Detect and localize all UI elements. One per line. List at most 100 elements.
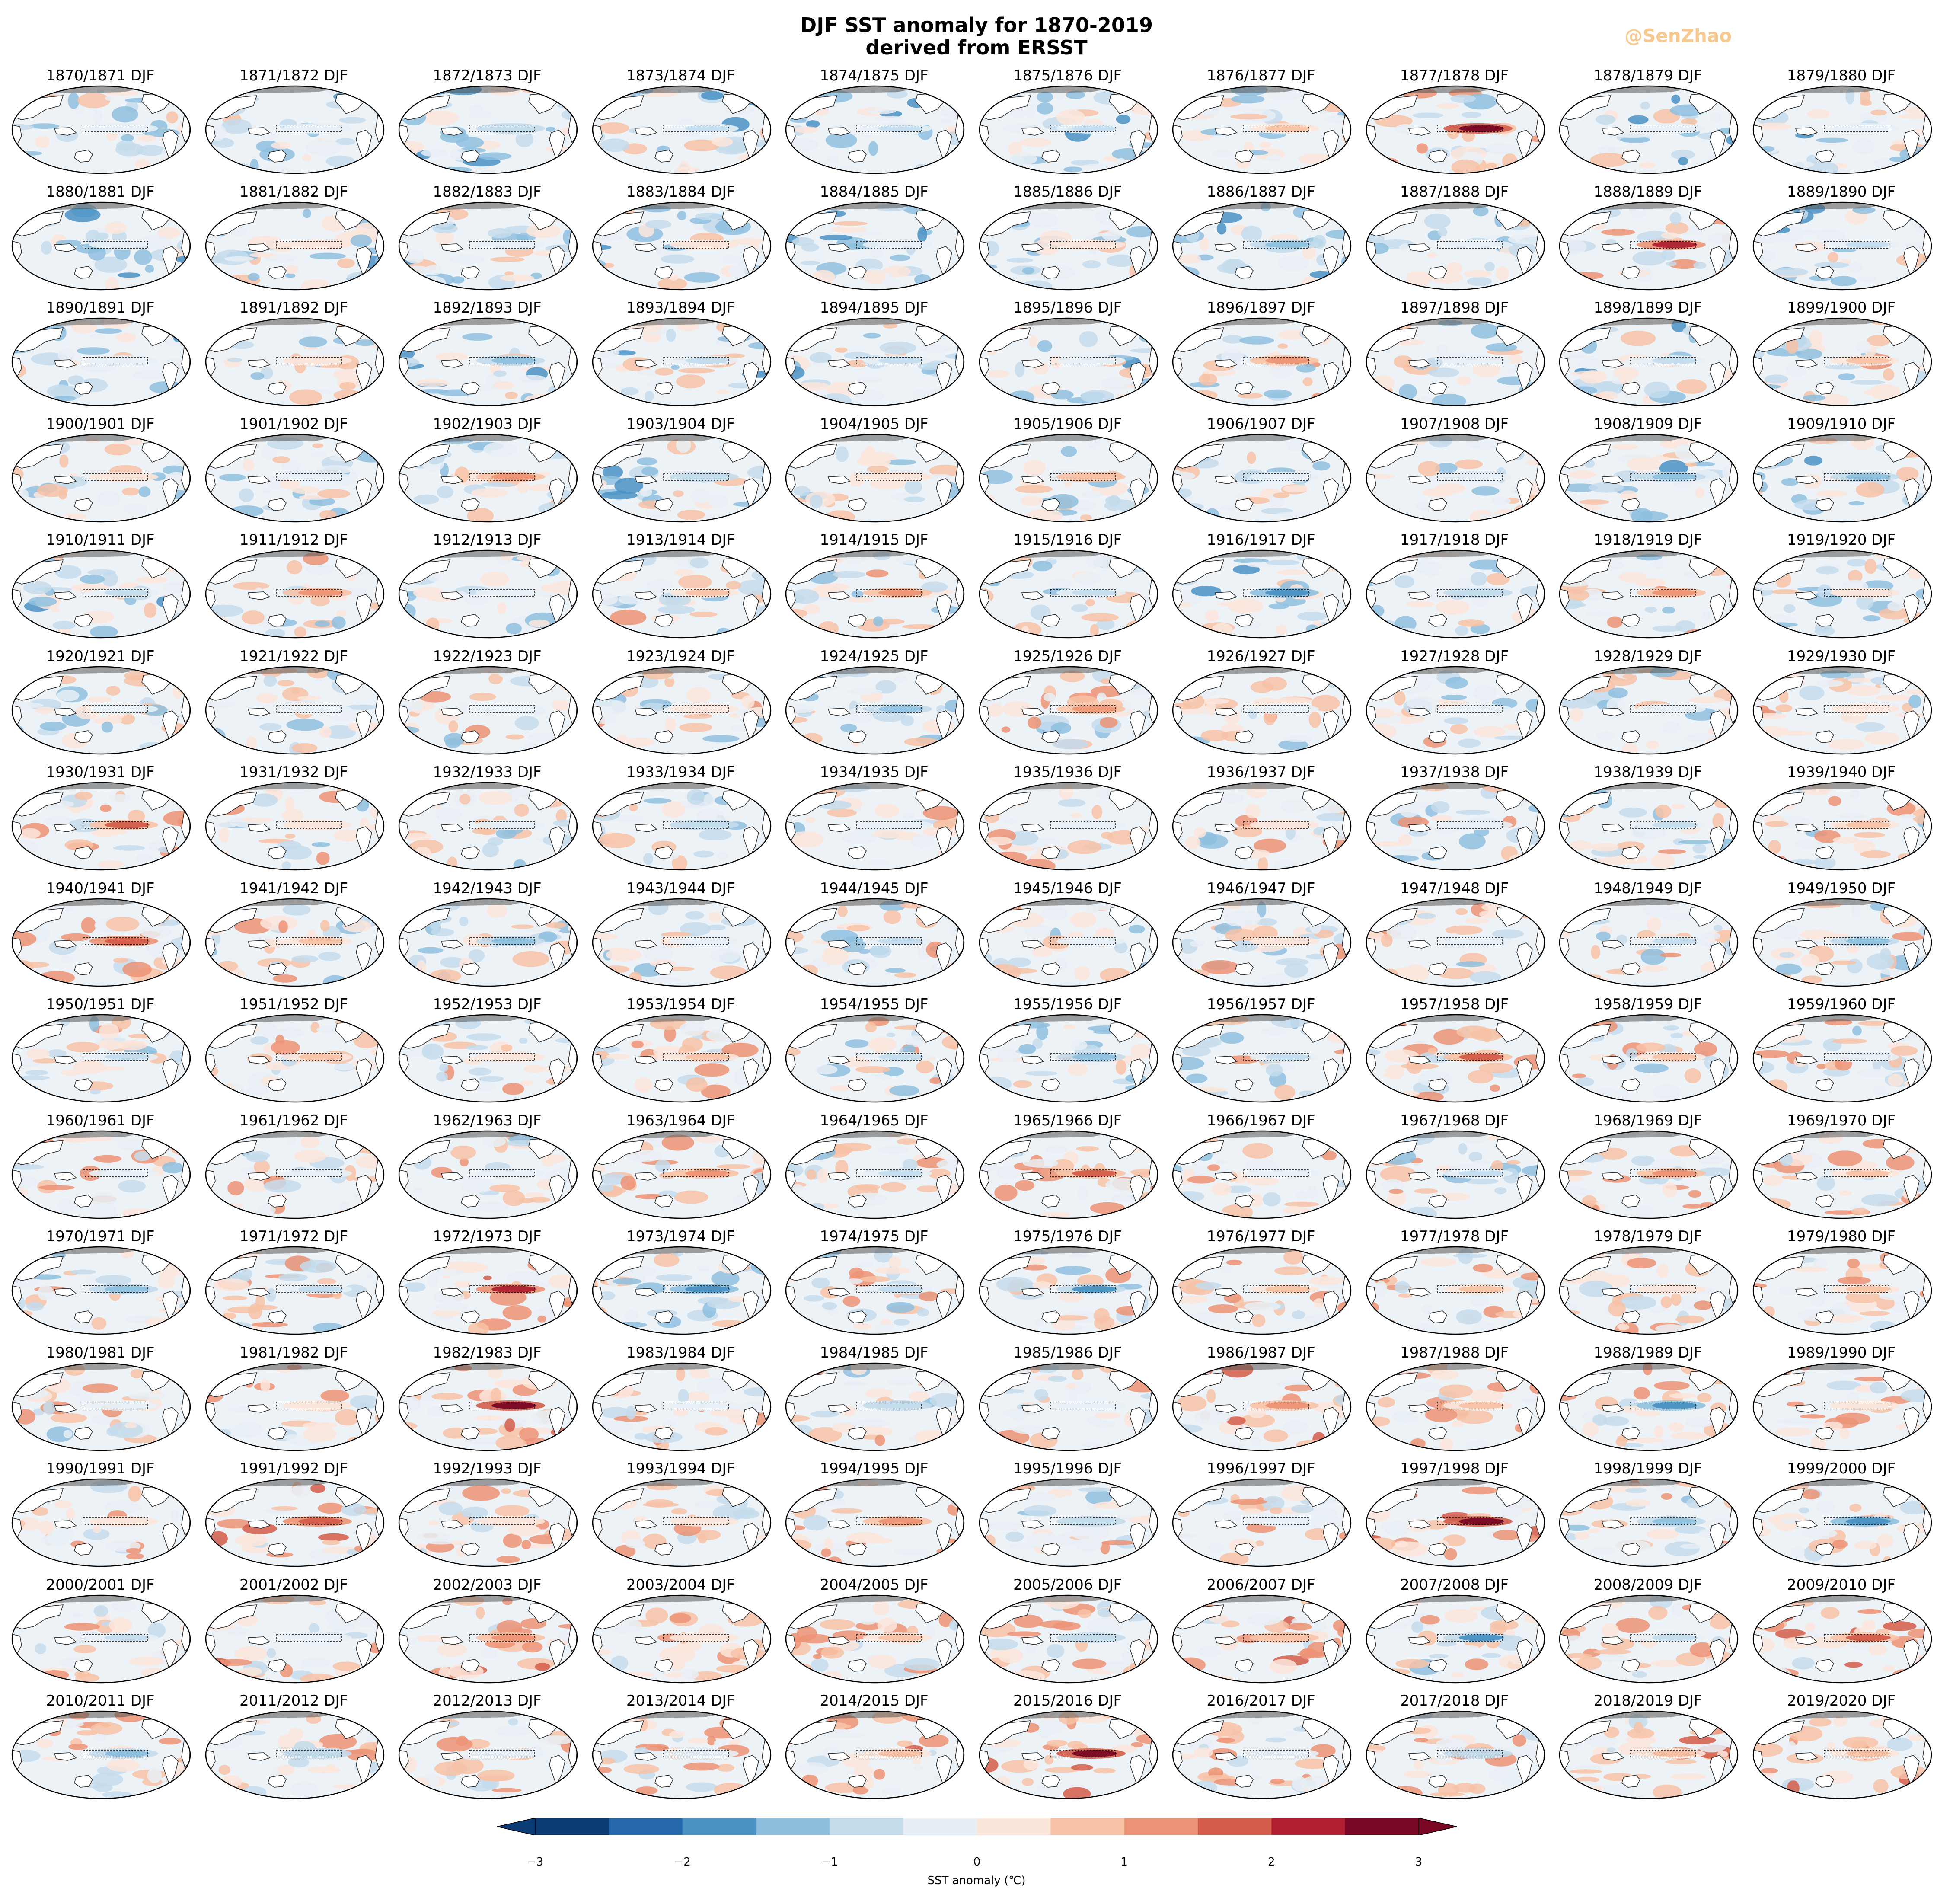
map-panel-title: 1915/1916 DJF [1013,531,1122,549]
map-panel-title: 1969/1970 DJF [1787,1112,1896,1129]
map-panel: 1963/1964 DJF [584,1112,778,1228]
map-panel-title: 1980/1981 DJF [46,1344,155,1361]
map-panel-title: 2013/2014 DJF [626,1692,735,1709]
sst-anomaly-map [1752,1014,1932,1103]
map-panel-title: 1907/1908 DJF [1400,415,1509,433]
map-panel-title: 1878/1879 DJF [1593,67,1702,84]
map-panel: 1972/1973 DJF [390,1228,584,1344]
map-panel-title: 1940/1941 DJF [46,879,155,897]
map-panel: 1890/1891 DJF [3,299,197,415]
map-panel: 1947/1948 DJF [1358,880,1551,996]
map-panel: 1876/1877 DJF [1164,67,1358,183]
sst-anomaly-map [592,434,771,522]
map-panel: 2003/2004 DJF [584,1576,778,1692]
map-panel-title: 1887/1888 DJF [1400,183,1509,201]
map-panel-title: 1883/1884 DJF [626,183,735,201]
map-panel-title: 1995/1996 DJF [1013,1460,1122,1477]
colorbar-tick-label: 1 [1120,1856,1128,1869]
map-panel: 2018/2019 DJF [1551,1692,1745,1808]
map-panel-title: 1914/1915 DJF [820,531,929,549]
map-panel-title: 2007/2008 DJF [1400,1576,1509,1594]
map-panel-title: 1967/1968 DJF [1400,1112,1509,1129]
map-panel: 1992/1993 DJF [390,1460,584,1576]
map-panel-title: 1926/1927 DJF [1206,647,1315,665]
map-panel-title: 1922/1923 DJF [433,647,542,665]
colorbar-tick-label: −1 [821,1856,838,1869]
map-panel: 2017/2018 DJF [1358,1692,1551,1808]
map-panel-title: 1965/1966 DJF [1013,1112,1122,1129]
colorbar-tick-label: 3 [1415,1856,1423,1869]
map-panel-title: 1974/1975 DJF [820,1228,929,1245]
map-panel-title: 1949/1950 DJF [1787,879,1896,897]
colorbar-tick-label: −3 [527,1856,544,1869]
colorbar-tick-label: 2 [1268,1856,1275,1869]
map-panel-title: 1879/1880 DJF [1787,67,1896,84]
map-panel-title: 1892/1893 DJF [433,299,542,316]
sst-anomaly-map [398,1594,578,1683]
map-panel-title: 1905/1906 DJF [1013,415,1122,433]
sst-anomaly-map [979,201,1158,290]
map-panel-title: 1988/1989 DJF [1593,1344,1702,1361]
sst-anomaly-map [205,85,384,174]
map-panel-title: 1973/1974 DJF [626,1228,735,1245]
map-panel: 2002/2003 DJF [390,1576,584,1692]
map-panel: 1931/1932 DJF [197,764,391,879]
map-panel: 2005/2006 DJF [971,1576,1165,1692]
map-panel-title: 1890/1891 DJF [46,299,155,316]
map-panel: 1902/1903 DJF [390,415,584,531]
sst-anomaly-map [1172,898,1352,987]
sst-anomaly-map [11,782,191,871]
map-panel-title: 1937/1938 DJF [1400,764,1509,781]
map-panel: 1985/1986 DJF [971,1344,1165,1460]
map-panel-title: 1913/1914 DJF [626,531,735,549]
map-panel-title: 1903/1904 DJF [626,415,735,433]
map-panel-title: 2001/2002 DJF [239,1576,348,1594]
sst-anomaly-map [592,1594,771,1683]
map-panel: 1879/1880 DJF [1745,67,1938,183]
map-panel-title: 1942/1943 DJF [433,879,542,897]
sst-anomaly-map [1366,549,1545,639]
sst-anomaly-map [1172,1594,1352,1683]
sst-anomaly-map [785,898,965,987]
map-panel-title: 1982/1983 DJF [433,1344,542,1361]
map-panel: 1920/1921 DJF [3,648,197,764]
sst-anomaly-map [205,1710,384,1799]
colorbar-segment [977,1818,1051,1835]
sst-anomaly-map [1366,1130,1545,1219]
sst-anomaly-map [1366,434,1545,522]
sst-anomaly-map [1172,782,1352,871]
map-panel: 1954/1955 DJF [777,996,971,1112]
map-panel: 1976/1977 DJF [1164,1228,1358,1344]
map-panel: 1913/1914 DJF [584,531,778,647]
sst-anomaly-map [1366,1246,1545,1335]
sst-anomaly-map [785,1710,965,1799]
sst-anomaly-map [1559,549,1739,639]
sst-anomaly-map [11,1246,191,1335]
map-panel: 1903/1904 DJF [584,415,778,531]
map-panel: 1949/1950 DJF [1745,880,1938,996]
map-panel-title: 1924/1925 DJF [820,647,929,665]
map-panel: 1991/1992 DJF [197,1460,391,1576]
sst-anomaly-map [398,782,578,871]
map-panel: 1946/1947 DJF [1164,880,1358,996]
map-panel-title: 1994/1995 DJF [820,1460,929,1477]
map-panel: 1996/1997 DJF [1164,1460,1358,1576]
sst-anomaly-map [398,1362,578,1451]
sst-anomaly-map [1172,1478,1352,1567]
sst-anomaly-map [398,1130,578,1219]
sst-anomaly-map [1752,898,1932,987]
map-panel: 1987/1988 DJF [1358,1344,1551,1460]
map-panel-title: 1984/1985 DJF [820,1344,929,1361]
sst-anomaly-map [1752,1710,1932,1799]
map-panel-title: 1979/1980 DJF [1787,1228,1896,1245]
sst-anomaly-map [1752,317,1932,406]
map-panel: 1892/1893 DJF [390,299,584,415]
map-panel: 1995/1996 DJF [971,1460,1165,1576]
sst-anomaly-map [1559,782,1739,871]
map-panel: 1961/1962 DJF [197,1112,391,1228]
map-panel-title: 1987/1988 DJF [1400,1344,1509,1361]
map-panel: 1894/1895 DJF [777,299,971,415]
map-panel: 1960/1961 DJF [3,1112,197,1228]
sst-anomaly-map [979,1362,1158,1451]
sst-anomaly-map [1559,1362,1739,1451]
